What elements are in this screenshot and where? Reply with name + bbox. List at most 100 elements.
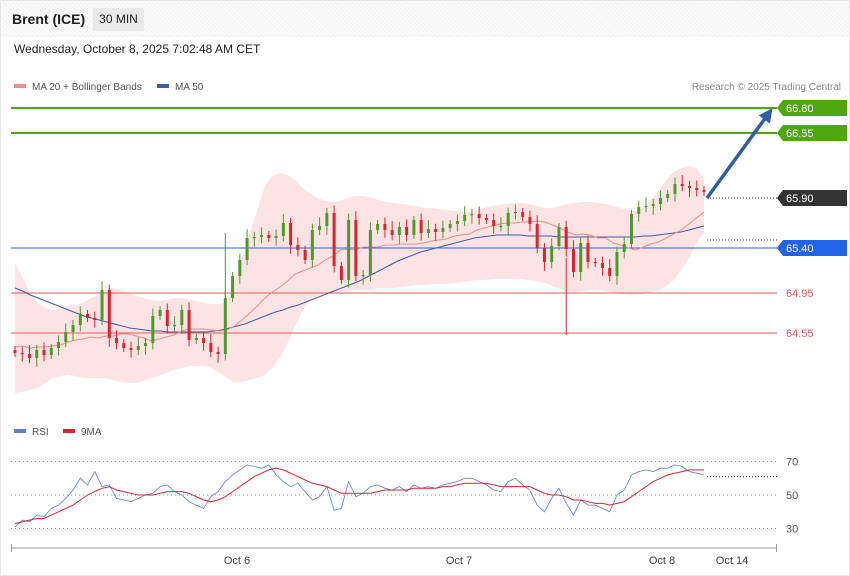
x-tick-label: Oct 8 (649, 555, 675, 567)
candle-body (564, 227, 568, 249)
candle-body (180, 310, 184, 325)
candle-body (13, 350, 17, 353)
candle-body (521, 212, 525, 217)
candle-body (57, 342, 61, 348)
candle-body (144, 343, 148, 346)
price-tag-text-66.80: 66.80 (786, 103, 814, 115)
research-credit: Research © 2025 Trading Central (691, 82, 841, 93)
candle-body (383, 224, 387, 230)
candle-body (274, 236, 278, 238)
candle-body (695, 188, 699, 190)
candle-body (542, 248, 546, 262)
price-tag-66.80 (777, 100, 847, 116)
rsi-tick-label: 30 (786, 524, 798, 536)
candle-body (593, 262, 597, 264)
projection-arrow-head (758, 108, 773, 124)
candle-body (615, 252, 619, 276)
candle-body (571, 249, 575, 272)
candle-body (339, 266, 343, 280)
candle-body (666, 194, 670, 198)
candle-body (332, 213, 336, 266)
ma50-swatch (157, 84, 169, 89)
price-label-64.95: 64.95 (786, 288, 814, 300)
bollinger-swatch (14, 84, 26, 89)
candle-body (499, 226, 503, 228)
candle-body (296, 245, 300, 250)
candle-body (64, 332, 68, 342)
candle-body (528, 217, 532, 224)
candle-body (419, 220, 423, 233)
candle-body (484, 218, 488, 220)
candle-body (107, 290, 111, 338)
candle-body (35, 350, 39, 358)
candle-body (405, 227, 409, 235)
ma50-line (14, 225, 705, 333)
candle-body (231, 276, 235, 298)
candle-body (637, 207, 641, 214)
candle-body (165, 310, 169, 326)
rsi-ma-line (14, 467, 704, 524)
candle-body (310, 230, 314, 260)
candle-body (318, 226, 322, 230)
candle-body (680, 184, 684, 186)
candle-body (173, 325, 177, 327)
x-tick-label: Oct 14 (716, 555, 748, 567)
candle-body (455, 221, 459, 224)
rsi-tick-label: 70 (786, 457, 798, 469)
candle-body (463, 215, 467, 221)
candle-body (622, 244, 626, 252)
candle-body (28, 354, 32, 358)
rsi-tick-label: 50 (786, 490, 798, 502)
candle-body (506, 213, 510, 226)
timeframe-button[interactable]: 30 MIN (93, 8, 144, 31)
candle-body (608, 268, 612, 276)
price-tag-65.40 (777, 240, 847, 256)
legend-rsi-ma: 9MA (63, 427, 102, 438)
candle-body (252, 237, 256, 239)
candle-body (20, 353, 24, 355)
candle-body (122, 343, 126, 348)
candle-body (194, 338, 198, 340)
candle-body (390, 230, 394, 235)
candle-body (136, 346, 140, 350)
candle-body (42, 350, 46, 355)
candle-body (600, 263, 604, 268)
ma20-line (14, 211, 705, 349)
legend-rsi-ma-label: 9MA (81, 427, 102, 438)
bollinger-band-area (15, 166, 704, 393)
legend-bollinger: MA 20 + Bollinger Bands (14, 82, 142, 93)
candle-body (492, 220, 496, 226)
candle-body (223, 298, 227, 354)
rsi-swatch (14, 429, 26, 434)
candle-body (441, 228, 445, 232)
price-label-64.55: 64.55 (786, 328, 814, 340)
candle-body (579, 243, 583, 272)
x-tick-label: Oct 6 (224, 555, 250, 567)
legend-rsi-label: RSI (32, 427, 49, 438)
candle-body (426, 229, 430, 233)
price-tag-66.55 (777, 125, 847, 141)
candle-body (557, 227, 561, 246)
legend-bollinger-label: MA 20 + Bollinger Bands (32, 82, 142, 93)
candle-body (376, 224, 380, 230)
candle-body (289, 223, 293, 245)
candle-body (260, 235, 264, 237)
candle-body (477, 214, 481, 218)
candle-body (644, 206, 648, 208)
candle-body (187, 310, 191, 340)
candle-body (347, 220, 351, 280)
candle-body (158, 310, 162, 316)
candle-body (535, 224, 539, 248)
candle-body (702, 190, 706, 192)
legend-rsi: RSI (14, 427, 49, 438)
candle-body (71, 325, 75, 332)
price-tag-text-66.55: 66.55 (786, 128, 814, 140)
candle-body (129, 348, 133, 350)
candle-body (673, 184, 677, 194)
legend-ma50-label: MA 50 (175, 82, 204, 93)
price-tag-65.90 (777, 190, 847, 206)
candle-body (687, 186, 691, 188)
candle-body (49, 348, 53, 355)
